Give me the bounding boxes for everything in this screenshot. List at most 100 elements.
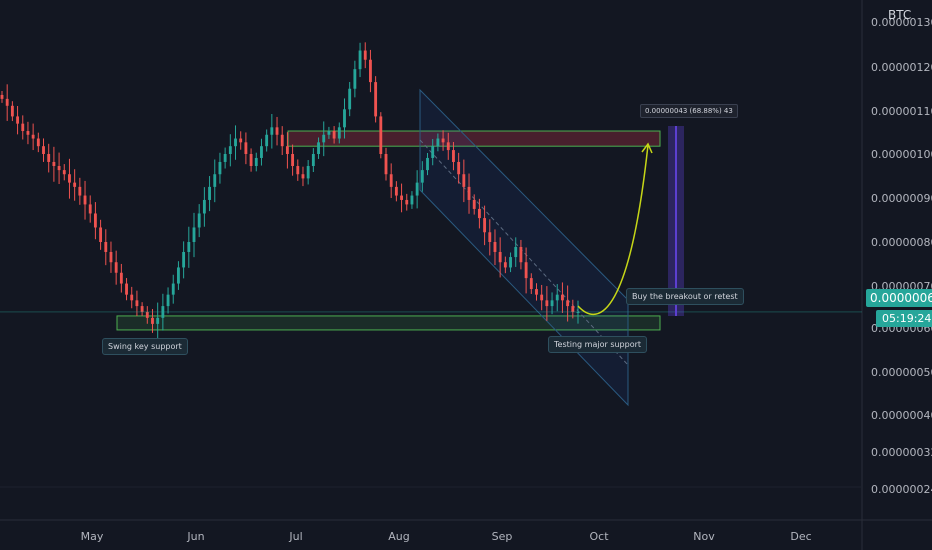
y-tick-label: 0.00000130 bbox=[871, 16, 932, 29]
candle-body bbox=[135, 300, 139, 307]
candle-body bbox=[21, 123, 25, 132]
candle-body bbox=[576, 311, 580, 313]
candle-body bbox=[488, 232, 492, 242]
y-tick-label: 0.00000050 bbox=[871, 366, 932, 379]
candle-body bbox=[348, 88, 352, 110]
candle-body bbox=[571, 306, 575, 312]
candle-body bbox=[550, 300, 554, 307]
candle-body bbox=[400, 195, 403, 200]
candle-body bbox=[109, 251, 113, 263]
last-price-tag: 0.00000067 bbox=[866, 289, 932, 307]
candle-body bbox=[260, 146, 263, 158]
x-tick-label: Sep bbox=[492, 530, 513, 543]
candle-body bbox=[42, 146, 45, 154]
candle-body bbox=[519, 246, 523, 263]
candle-body bbox=[410, 195, 414, 205]
candle-body bbox=[343, 109, 346, 128]
candle-body bbox=[280, 134, 284, 147]
candle-body bbox=[244, 142, 248, 154]
candle-body bbox=[254, 157, 258, 167]
candle-body bbox=[394, 186, 398, 196]
countdown-tag: 05:19:24 bbox=[876, 310, 932, 327]
candle-body bbox=[353, 69, 357, 89]
candle-body bbox=[514, 246, 518, 258]
breakout-note: Buy the breakout or retest bbox=[626, 288, 744, 305]
candle-body bbox=[177, 267, 180, 284]
candle-body bbox=[208, 186, 211, 200]
candle-body bbox=[540, 294, 544, 301]
candle-body bbox=[369, 59, 372, 83]
candle-body bbox=[52, 161, 56, 167]
candle-body bbox=[389, 174, 393, 187]
candle-body bbox=[83, 195, 87, 205]
candle-body bbox=[285, 146, 289, 154]
candle-body bbox=[415, 182, 419, 196]
candle-body bbox=[291, 154, 295, 167]
candle-body bbox=[467, 186, 471, 200]
candle-body bbox=[306, 166, 310, 179]
candle-body bbox=[311, 154, 315, 167]
x-tick-label: Jun bbox=[186, 530, 204, 543]
candle-body bbox=[5, 98, 9, 106]
x-tick-label: Jul bbox=[288, 530, 302, 543]
candle-body bbox=[202, 199, 206, 214]
x-tick-label: Nov bbox=[693, 530, 715, 543]
projection-arrow bbox=[577, 144, 649, 315]
candle-body bbox=[431, 146, 435, 158]
channel-midline bbox=[419, 139, 629, 366]
y-tick-label: 0.00000040 bbox=[871, 409, 932, 422]
x-tick-label: Dec bbox=[790, 530, 811, 543]
measure-label: 0.00000043 (68.88%) 43 bbox=[640, 104, 738, 118]
candle-body bbox=[125, 283, 128, 295]
candle-body bbox=[483, 218, 487, 233]
candle-body bbox=[68, 174, 71, 183]
candle-body bbox=[47, 154, 51, 162]
candle-body bbox=[145, 311, 149, 318]
candle-body bbox=[426, 157, 429, 171]
candle-body bbox=[436, 138, 440, 147]
candle-body bbox=[73, 182, 77, 187]
y-tick-label: 0.00000032 bbox=[871, 446, 932, 459]
candle-body bbox=[187, 242, 191, 252]
candle-body bbox=[31, 134, 35, 139]
candle-body bbox=[555, 294, 559, 301]
candle-body bbox=[10, 105, 14, 117]
projection-arrowhead bbox=[641, 142, 653, 154]
candle-body bbox=[78, 186, 82, 196]
x-tick-label: Oct bbox=[589, 530, 609, 543]
candle-body bbox=[566, 300, 570, 307]
candle-body bbox=[535, 289, 538, 295]
candle-body bbox=[0, 94, 4, 99]
candle-body bbox=[509, 257, 512, 268]
candle-body bbox=[301, 174, 305, 179]
candle-body bbox=[498, 251, 502, 263]
candle-body bbox=[182, 251, 186, 268]
y-tick-label: 0.00000024 bbox=[871, 483, 932, 496]
candle-body bbox=[88, 204, 92, 214]
candle-body bbox=[363, 50, 367, 60]
candle-body bbox=[156, 317, 160, 324]
candle-body bbox=[249, 154, 253, 167]
support-zone bbox=[116, 315, 661, 331]
candle-body bbox=[270, 127, 274, 135]
candle-body bbox=[545, 300, 549, 307]
x-tick-label: Aug bbox=[388, 530, 409, 543]
candle-body bbox=[119, 272, 123, 284]
candle-body bbox=[151, 317, 154, 324]
candle-body bbox=[234, 138, 237, 147]
candle-body bbox=[213, 174, 217, 187]
candle-body bbox=[275, 127, 279, 135]
testing-support-note: Testing major support bbox=[548, 336, 648, 353]
candle-body bbox=[104, 242, 108, 252]
candle-body bbox=[441, 138, 445, 143]
candle-body bbox=[36, 138, 40, 147]
candle-body bbox=[374, 82, 378, 117]
candle-body bbox=[452, 150, 455, 162]
candle-body bbox=[457, 161, 461, 175]
candle-body bbox=[228, 146, 232, 154]
candle-body bbox=[327, 131, 331, 135]
candle-body bbox=[218, 161, 222, 175]
y-tick-label: 0.00000120 bbox=[871, 61, 932, 74]
